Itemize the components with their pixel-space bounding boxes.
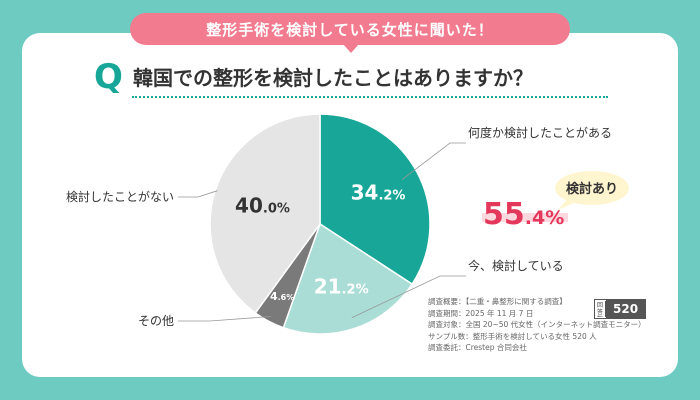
question-title: 韓国での整形を検討したことはありますか？: [133, 66, 533, 90]
pie-slices: [209, 113, 431, 335]
slice-value-label: 34.2%: [351, 181, 406, 205]
question-mark-label: Q: [94, 57, 123, 97]
survey-line: 調査対象：全国 20~50 代女性（インターネット調査モニター）: [428, 320, 646, 330]
category-label: その他: [138, 314, 174, 328]
slice-value-label: 4.6%: [270, 290, 294, 303]
speech-bubble: [555, 171, 629, 205]
sample-count-badge: 回答数 520: [594, 299, 647, 319]
slice-value-label: 21.2%: [314, 275, 369, 299]
speech-bubble-text: 検討あり: [566, 181, 618, 197]
pie-slice: [282, 222, 414, 335]
speech-bubble-tail: [558, 198, 578, 210]
sample-count-value: 520: [606, 300, 646, 318]
question-underline: [132, 96, 608, 98]
slice-value-label: 40.0%: [235, 193, 290, 217]
category-label: 今、検討している: [468, 258, 564, 273]
survey-line: 調査概要：【二重・鼻整形に関する調査】: [428, 297, 567, 306]
survey-info: 調査概要：【二重・鼻整形に関する調査】 調査期間：2025 年 11 月 7 日…: [428, 296, 646, 354]
survey-line: サンプル数：整形手術を検討している女性 520 人: [428, 331, 597, 341]
category-label: 何度か検討したことがある: [468, 125, 612, 140]
callout-value: 55.4%: [483, 197, 564, 232]
leader-line: [178, 190, 218, 198]
leader-line: [178, 316, 272, 322]
pie-slice: [209, 113, 321, 315]
leader-line: [401, 142, 466, 180]
banner-pointer: [343, 44, 359, 53]
slice-value-labels: 34.2% 21.2% 4.6% 40.0%: [235, 181, 405, 303]
sample-count-tag: 回答数: [595, 301, 606, 317]
survey-line: 調査委託：Crestep 合同会社: [428, 343, 527, 353]
leader-line: [351, 275, 466, 319]
leader-lines: [178, 142, 466, 322]
survey-line: 調査期間：2025 年 11 月 7 日: [428, 308, 534, 318]
total-callout: 検討あり 55.4%: [482, 171, 629, 232]
callout-highlight: [482, 213, 568, 222]
header-banner: 整形手術を検討している女性に聞いた！: [130, 13, 570, 45]
category-label: 検討したことがない: [66, 189, 174, 204]
